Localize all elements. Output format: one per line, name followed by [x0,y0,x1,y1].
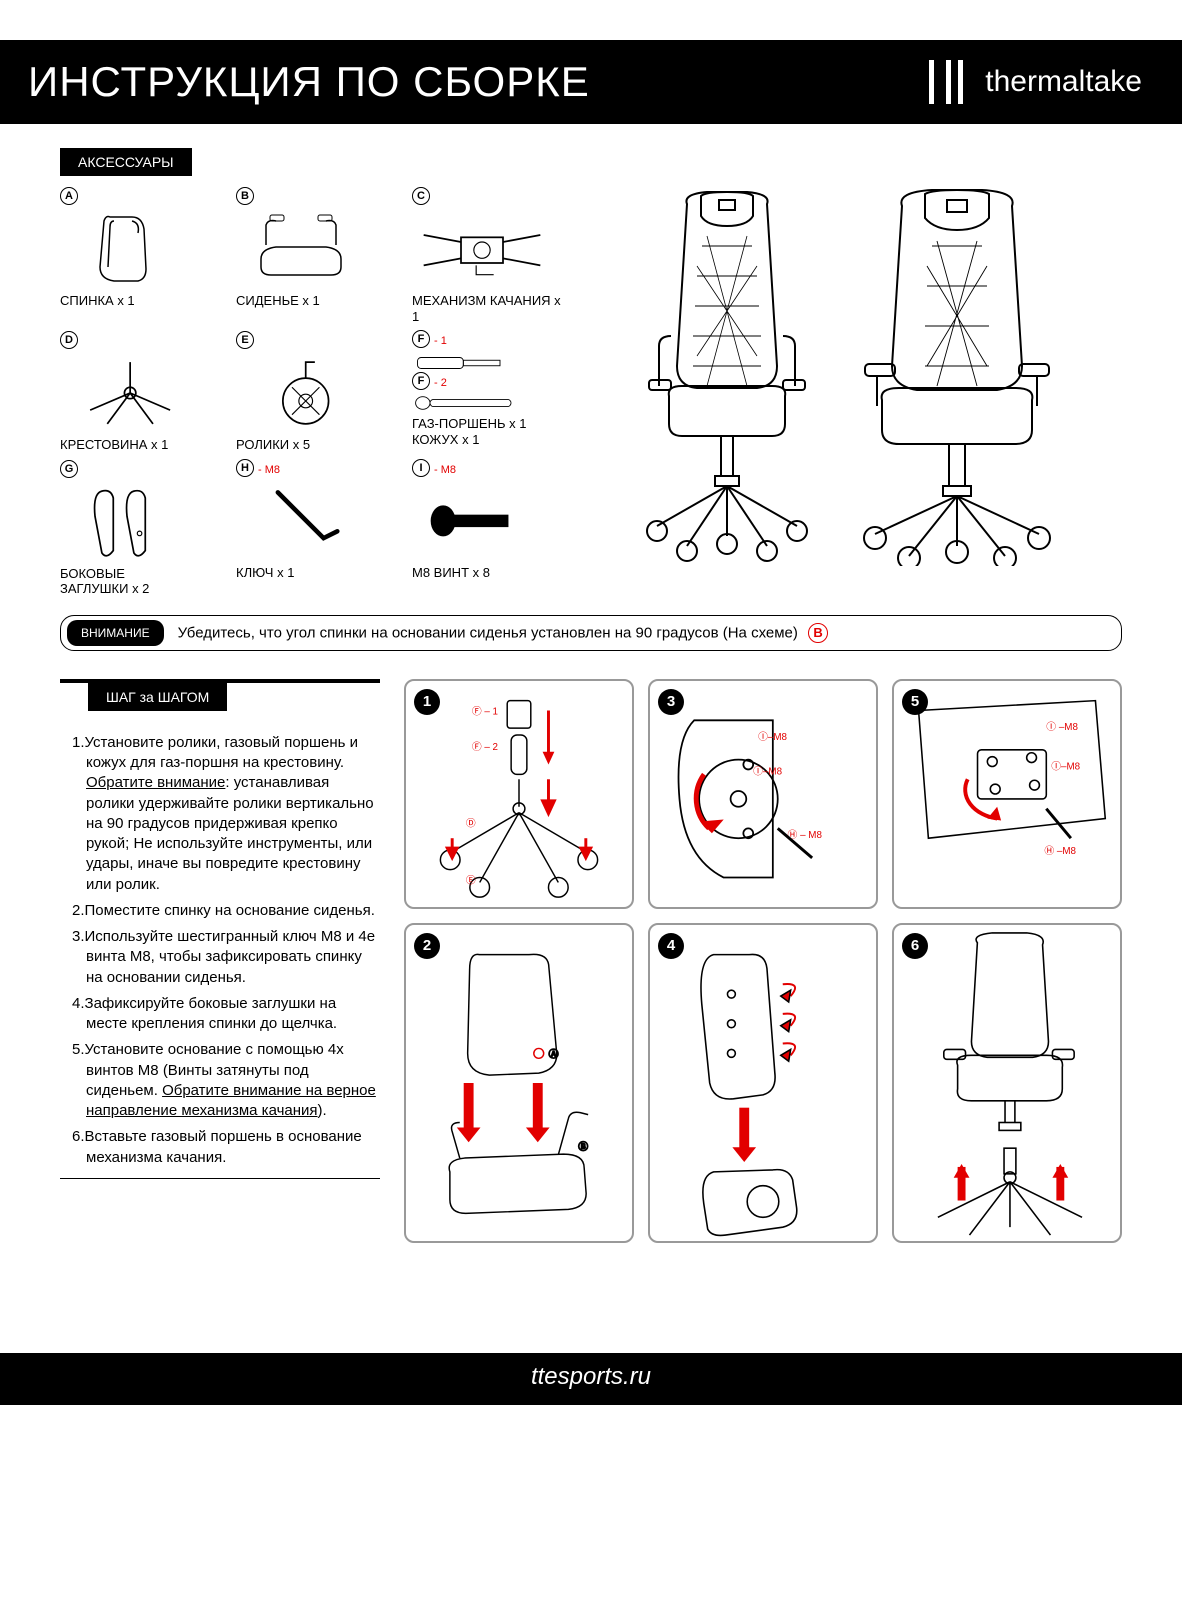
i-sub: - M8 [434,464,456,476]
panel-5-number: 5 [902,689,928,715]
svg-text:Ⓘ –M8: Ⓘ –M8 [1046,721,1078,733]
panel1-e-label: Ⓔ [466,874,476,886]
letter-c-icon: C [412,187,430,205]
accessory-g-label: БОКОВЫЕ ЗАГЛУШКИ x 2 [60,566,210,597]
bolt-icon [412,481,552,561]
step-panels: 1 [404,679,1122,1243]
accessory-f-label: ГАЗ-ПОРШЕНЬ x 1 КОЖУХ x 1 [412,416,562,447]
accessory-e: E РОЛИКИ x 5 [236,330,386,453]
steps-section: ШАГ за ШАГОМ 1.Установите ролики, газовы… [0,651,1182,1243]
panel-4: 4 [648,923,878,1243]
steps-text-column: ШАГ за ШАГОМ 1.Установите ролики, газовы… [60,679,380,1179]
panel-3-number: 3 [658,689,684,715]
accessory-a-label: СПИНКА x 1 [60,293,210,309]
panel-1-number: 1 [414,689,440,715]
accessory-f: F - 1 F - 2 ГАЗ-ПОРШЕНЬ x 1 КОЖУХ x 1 [412,330,562,453]
header-band: ИНСТРУКЦИЯ ПО СБОРКЕ thermaltake [0,40,1182,124]
panel-3: 3 Ⓘ–M8 Ⓘ–M8 Ⓗ – M8 [648,679,878,909]
footer-url: ttesports.ru [531,1363,651,1390]
chair-illustrations [572,186,1122,566]
attention-text: Убедитесь, что угол спинки на основании … [178,623,828,643]
accessory-h: H - M8 КЛЮЧ x 1 [236,459,386,597]
attention-ref-icon: B [808,623,828,643]
accessory-c: C МЕХАНИЗМ КАЧАНИЯ x 1 [412,186,562,324]
accessory-d-label: КРЕСТОВИНА x 1 [60,437,210,453]
step-4: 4.Зафиксируйте боковые заглушки на месте… [72,994,376,1035]
side-covers-icon [60,482,200,562]
accessory-h-label: КЛЮЧ x 1 [236,565,386,581]
accessory-i-label: M8 ВИНТ x 8 [412,565,562,581]
accessory-g: G БОКОВЫЕ ЗАГЛУШКИ x 2 [60,459,210,597]
accessories-area: A СПИНКА x 1 B СИДЕНЬЕ x 1 C [60,186,1122,597]
svg-text:Ⓘ–M8: Ⓘ–M8 [1051,760,1080,772]
svg-text:Ⓑ: Ⓑ [578,1141,588,1153]
step-1: 1.Установите ролики, газовый поршень и к… [72,733,376,895]
h-sub: - M8 [258,464,280,476]
panel1-d-label: Ⓓ [466,817,476,829]
panel-5: 5 Ⓘ –M8 Ⓘ–M8 Ⓗ –M8 [892,679,1122,909]
accessory-c-label: МЕХАНИЗМ КАЧАНИЯ x 1 [412,293,562,324]
letter-d-icon: D [60,331,78,349]
panel-1: 1 [404,679,634,909]
step-5: 5.Установите основание с помощью 4х винт… [72,1040,376,1121]
f-sub2: - 2 [434,377,447,389]
brand-name: thermaltake [985,65,1142,99]
steps-list: 1.Установите ролики, газовый поршень и к… [60,733,380,1168]
panel-2: 2 Ⓐ Ⓑ [404,923,634,1243]
letter-b-icon: B [236,187,254,205]
step-3: 3.Используйте шестигранный ключ M8 и 4е … [72,927,376,988]
panel-4-number: 4 [658,933,684,959]
chair-front-icon [627,186,827,566]
caster-icon [236,353,376,433]
letter-a-icon: A [60,187,78,205]
footer-band: ttesports.ru [0,1353,1182,1405]
backrest-icon [60,209,200,289]
chair-front-wide-icon [847,186,1067,566]
accessory-b: B СИДЕНЬЕ x 1 [236,186,386,324]
attention-tag: ВНИМАНИЕ [67,620,164,646]
f-sub1: - 1 [434,335,447,347]
accessory-b-label: СИДЕНЬЕ x 1 [236,293,386,309]
svg-text:Ⓐ: Ⓐ [549,1048,559,1060]
letter-g-icon: G [60,460,78,478]
accessory-e-label: РОЛИКИ x 5 [236,437,386,453]
brand: thermaltake [929,60,1142,104]
thermaltake-logo-icon [929,60,973,104]
panel-6-number: 6 [902,933,928,959]
accessory-d: D КРЕСТОВИНА x 1 [60,330,210,453]
panel-2-number: 2 [414,933,440,959]
panel1-f2-label: Ⓕ – 2 [472,741,498,753]
accessory-i: I - M8 M8 ВИНТ x 8 [412,459,562,597]
step-2: 2.Поместите спинку на основание сиденья. [72,901,376,921]
letter-f-icon: F [412,330,430,348]
seat-icon [236,209,376,289]
svg-text:Ⓘ–M8: Ⓘ–M8 [758,731,787,743]
steps-rule [60,1178,380,1179]
svg-text:Ⓗ –M8: Ⓗ –M8 [1044,845,1076,857]
letter-i-icon: I [412,459,430,477]
panel-6: 6 [892,923,1122,1243]
hex-key-icon [236,481,376,561]
page: ИНСТРУКЦИЯ ПО СБОРКЕ thermaltake АКСЕССУ… [0,40,1182,1405]
letter-h-icon: H [236,459,254,477]
attention-text-content: Убедитесь, что угол спинки на основании … [178,624,798,641]
letter-e-icon: E [236,331,254,349]
panel1-f1-label: Ⓕ – 1 [472,705,498,717]
star-base-icon [60,353,200,433]
letter-f2-icon: F [412,372,430,390]
tilt-mechanism-icon [412,209,552,289]
svg-text:Ⓘ–M8: Ⓘ–M8 [753,765,782,777]
steps-label: ШАГ за ШАГОМ [88,683,227,711]
attention-bar: ВНИМАНИЕ Убедитесь, что угол спинки на о… [60,615,1122,651]
step-6: 6.Вставьте газовый поршень в основание м… [72,1127,376,1168]
page-title: ИНСТРУКЦИЯ ПО СБОРКЕ [28,58,929,106]
accessories-label: АКСЕССУАРЫ [60,148,192,176]
gas-piston-icon: F - 2 [412,352,552,412]
accessory-a: A СПИНКА x 1 [60,186,210,324]
accessories-section: АКСЕССУАРЫ A СПИНКА x 1 B СИДЕ [0,124,1182,651]
accessories-grid: A СПИНКА x 1 B СИДЕНЬЕ x 1 C [60,186,562,597]
